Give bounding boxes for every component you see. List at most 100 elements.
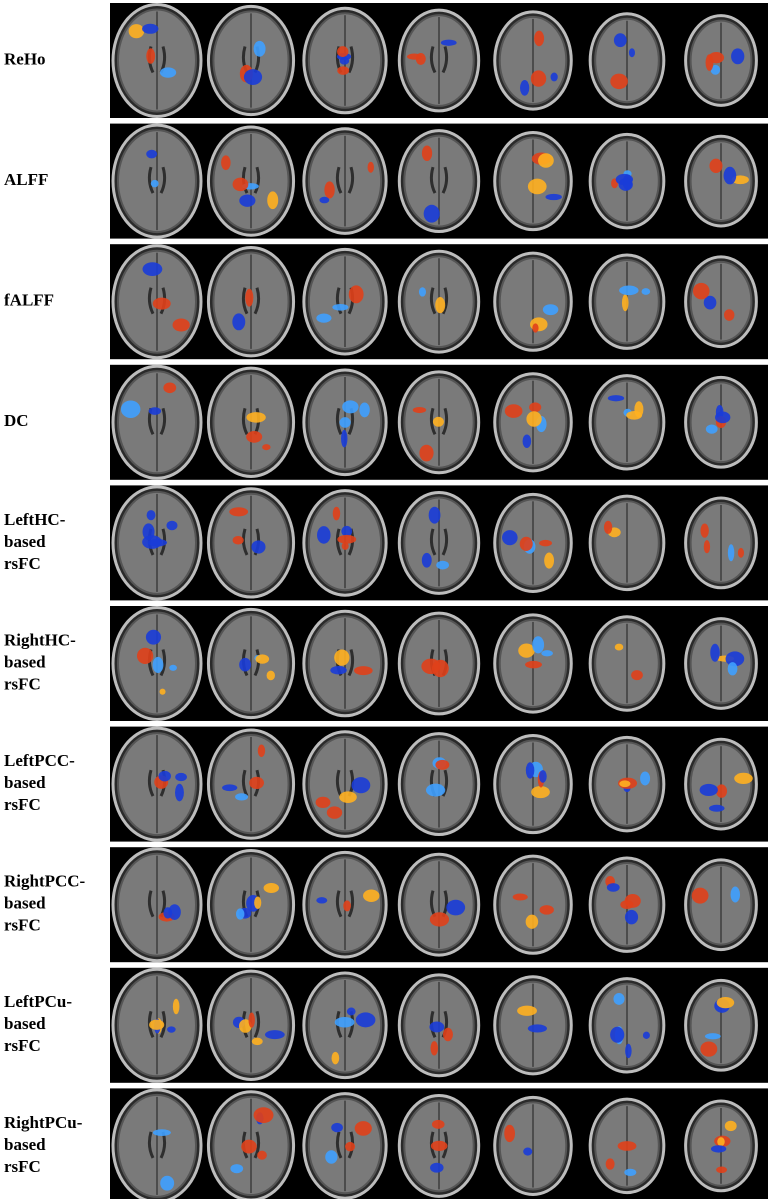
brain-slice: [302, 489, 388, 597]
activation-blob: [249, 776, 264, 790]
brain-slice: [111, 967, 203, 1083]
brain-slice: [302, 971, 388, 1080]
row-label: RightPCC-: [4, 872, 86, 891]
activation-blob: [541, 650, 553, 657]
activation-blob: [142, 262, 163, 277]
brain-slice: [397, 490, 481, 595]
activation-blob: [628, 48, 636, 58]
activation-blob: [248, 1012, 255, 1028]
activation-blob: [619, 285, 639, 296]
brain-slice: [111, 123, 203, 239]
ventricle: [429, 166, 449, 194]
activation-blob: [716, 997, 735, 1009]
activation-blob: [146, 149, 158, 159]
activation-blob: [406, 53, 422, 60]
activation-blob: [255, 654, 270, 664]
row-label: ReHo: [4, 49, 46, 68]
activation-blob: [251, 540, 266, 554]
activation-blob: [163, 907, 173, 919]
activation-blob: [232, 536, 244, 545]
activation-blob: [432, 416, 444, 427]
brain-slice: [302, 247, 388, 356]
activation-blob: [430, 1041, 439, 1056]
activation-blob: [700, 1041, 718, 1057]
activation-blob: [529, 402, 542, 413]
activation-blob: [142, 23, 159, 34]
brain-slice: [684, 978, 758, 1072]
activation-blob: [534, 30, 545, 47]
activation-blob: [724, 309, 735, 321]
activation-blob: [152, 1129, 171, 1137]
activation-blob: [621, 294, 629, 312]
activation-blob: [624, 1168, 637, 1177]
brain-slice: [206, 366, 296, 478]
activation-blob: [725, 651, 745, 667]
activation-blob: [532, 636, 545, 654]
activation-blob: [418, 287, 427, 297]
activation-blob: [710, 1145, 727, 1153]
activation-blob: [146, 510, 156, 521]
activation-blob: [631, 670, 643, 681]
activation-blob: [339, 417, 351, 428]
activation-blob: [253, 1107, 274, 1124]
activation-blob: [717, 1137, 725, 1147]
activation-blob: [715, 411, 731, 424]
brain-slice: [111, 3, 203, 118]
activation-blob: [316, 897, 328, 904]
activation-blob: [150, 179, 159, 188]
brain-slice: [493, 854, 573, 955]
activation-blob: [175, 772, 187, 782]
brain-slice: [206, 728, 296, 840]
activation-blob: [527, 1024, 548, 1033]
brain-slice: [493, 734, 573, 835]
activation-blob: [419, 444, 434, 462]
brain-slice: [397, 8, 481, 113]
activation-blob: [530, 70, 547, 87]
activation-blob: [330, 666, 347, 675]
activation-blob: [542, 304, 559, 316]
brain-slice: [111, 847, 203, 963]
brain-slice: [302, 368, 388, 477]
activation-blob: [716, 1166, 728, 1174]
activation-blob: [230, 1164, 244, 1174]
activation-blob: [257, 744, 266, 757]
brain-slice: [397, 852, 481, 957]
activation-blob: [339, 57, 350, 65]
brain-slice: [588, 1097, 666, 1195]
activation-blob: [538, 153, 554, 168]
activation-blob: [158, 770, 171, 782]
brain-slice: [588, 735, 666, 833]
brain-slice: [588, 374, 666, 471]
activation-blob: [610, 73, 628, 90]
ventricle: [335, 890, 355, 918]
activation-blob: [346, 1007, 356, 1016]
activation-blob: [412, 407, 427, 414]
brain-slice: [493, 10, 573, 111]
brain-slice: [302, 1092, 388, 1199]
activation-blob: [169, 664, 177, 671]
activation-blob: [160, 1175, 175, 1191]
activation-blob: [539, 905, 554, 915]
activation-blob: [243, 69, 263, 85]
row-label: rsFC: [4, 1036, 41, 1055]
row-label: rsFC: [4, 674, 41, 693]
brain-slice: [397, 1093, 481, 1198]
brain-slice: [302, 127, 388, 235]
activation-blob: [342, 400, 359, 414]
activation-blob: [168, 904, 181, 920]
activation-blob: [363, 889, 380, 903]
activation-blob: [430, 1162, 444, 1173]
activation-blob: [245, 288, 254, 307]
activation-blob: [316, 313, 332, 323]
activation-blob: [332, 303, 349, 311]
row-label: LeftPCC-: [4, 751, 75, 770]
brain-slice: [302, 730, 388, 838]
activation-blob: [239, 657, 252, 672]
activation-blob: [723, 166, 737, 185]
activation-blob: [703, 295, 717, 310]
activation-blob: [254, 896, 262, 909]
row-label: based: [4, 773, 46, 792]
ventricle: [147, 166, 167, 194]
activation-blob: [128, 24, 145, 39]
brain-slice: [111, 485, 203, 601]
